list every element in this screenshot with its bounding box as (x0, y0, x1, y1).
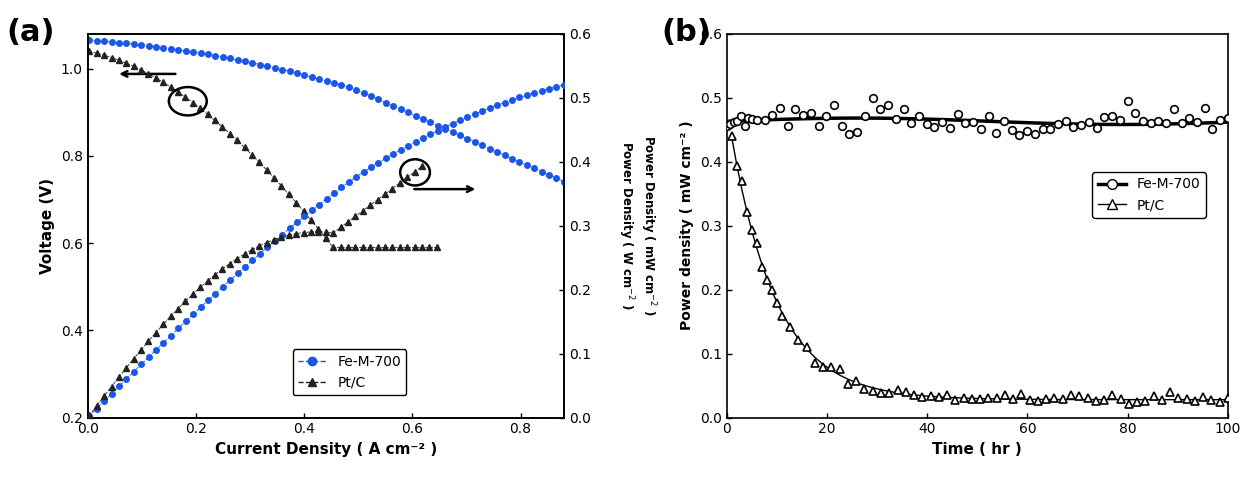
X-axis label: Current Density ( A cm⁻² ): Current Density ( A cm⁻² ) (214, 442, 437, 457)
Y-axis label: Power density ( mW cm⁻² ): Power density ( mW cm⁻² ) (680, 121, 694, 330)
Text: (a): (a) (6, 18, 55, 47)
Text: (b): (b) (662, 18, 712, 47)
Legend: Fe-M-700, Pt/C: Fe-M-700, Pt/C (293, 349, 406, 396)
Y-axis label: Power Density ( mW cm$^{-2}$ )
Power Density ( W cm$^{-2}$ ): Power Density ( mW cm$^{-2}$ ) Power Den… (615, 135, 658, 316)
X-axis label: Time ( hr ): Time ( hr ) (932, 442, 1022, 457)
Y-axis label: Voltage (V): Voltage (V) (40, 178, 55, 274)
Legend: Fe-M-700, Pt/C: Fe-M-700, Pt/C (1093, 172, 1205, 218)
